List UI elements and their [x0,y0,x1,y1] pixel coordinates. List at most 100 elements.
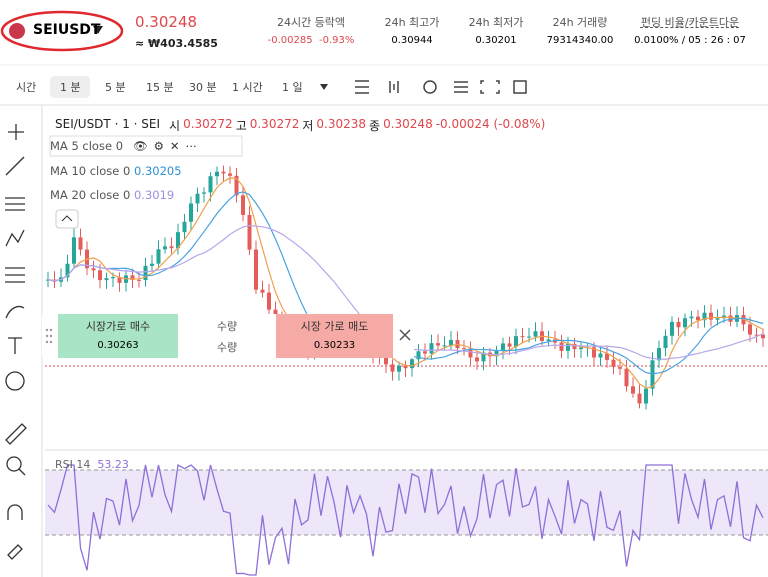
interval[interactable]: 30 분 [189,81,217,94]
interval[interactable]: 시간 [16,81,37,94]
qty-label: 수량 [216,320,238,333]
candle-body [566,343,570,351]
candle-body [176,232,180,249]
candle-body [559,342,564,351]
candle-body [202,192,206,194]
candle-body [182,221,187,233]
symbol[interactable]: SEIUSDT [33,22,101,38]
candle-body [644,388,648,404]
indicator-controls[interactable]: 👁⚙✕⋯ [133,139,204,153]
candle-body [78,237,83,250]
candle-body [618,367,622,369]
candles [46,165,765,410]
candle-body [254,249,258,290]
interval[interactable]: 5 분 [105,81,126,94]
candle-body [221,171,226,174]
indicator[interactable]: MA 5 close 0 👁⚙✕⋯ [50,139,203,153]
stat-value: -0.00285 [267,35,313,46]
interval[interactable]: 15 분 [146,81,174,94]
indicator[interactable]: MA 10 close 0 0.30205 [50,164,182,178]
candle-body [676,321,681,328]
indicator[interactable]: MA 20 close 0 0.3019 [50,188,174,202]
qty-input[interactable]: 수량 [216,341,238,354]
candle-body [241,195,245,215]
stat-value: 0.0100% / 05 : 26 : 07 [634,35,746,46]
candle-body [748,324,752,335]
stat-label: 24h 거래량 [552,16,608,29]
interval[interactable]: 1 분 [60,81,81,94]
candle-body [546,339,551,341]
candle-body [598,353,603,358]
candle-body [696,316,700,321]
candle-body [592,347,596,358]
candle-body [137,279,141,281]
candle-body [143,265,148,281]
candle-body [670,321,674,336]
candle-body [397,365,401,372]
interval-caret[interactable] [320,84,328,90]
interval[interactable]: 1 일 [282,81,303,94]
stat-value: 0.30944 [391,35,433,46]
candle-body [98,270,102,281]
ohlc-label: 고 [235,119,247,133]
sell-button[interactable] [276,314,393,358]
candle-body [533,331,538,337]
candle-body [72,237,76,264]
collapse-icon[interactable] [61,215,73,222]
candle-body [163,246,167,250]
candle-body [494,350,499,357]
sell-price[interactable]: 0.30233 [313,340,356,351]
ohlc-label: 저 [302,119,314,133]
indicator-value: 0.3019 [133,188,175,202]
candle-body [410,359,414,369]
candle-body [631,386,635,394]
candle-body [761,334,765,339]
indicator-value: 0.30205 [133,164,182,178]
candle-body [91,268,96,271]
sell-label[interactable]: 시장 가로 매도 [300,320,369,333]
toolbar-icons[interactable] [355,80,527,94]
candle-body [111,277,115,279]
candle-body [156,249,161,264]
candle-body [683,318,687,328]
buy-button[interactable] [58,314,178,358]
change: -0.00024 (-0.08%) [435,117,546,131]
candle-body [215,171,219,177]
candle-body [741,315,746,325]
ohlc-value: 0.30272 [183,117,233,131]
active-interval-bg [50,76,90,98]
candle-body [520,336,525,338]
drawing-tools[interactable] [5,124,27,560]
indicator-box [49,135,243,157]
candle-body [572,343,577,350]
buy-price[interactable]: 0.30263 [97,340,139,351]
price-krw: ≈ ₩403.4585 [135,37,218,50]
stat-value: 79314340.00 [546,35,614,46]
stat-label: 24h 최저가 [468,16,524,29]
interval[interactable]: 1 시간 [232,81,263,94]
drag-handle[interactable] [45,328,53,344]
candle-body [605,353,609,360]
stat-value: 0.30201 [475,35,517,46]
price: 0.30248 [135,13,198,31]
candle-body [507,343,512,347]
candle-body [442,345,447,347]
indicator-name: MA 5 close 0 [50,139,124,153]
candle-body [754,334,759,336]
buy-label[interactable]: 시장가로 매수 [85,320,151,333]
candle-body [637,393,642,404]
coin-logo [9,23,25,39]
candle-body [403,365,408,369]
close-icon[interactable] [399,329,411,341]
rsi-value: 53.23 [97,458,129,471]
candle-body [715,318,720,320]
indicator-name: MA 10 close 0 [50,164,131,178]
collapse-button[interactable] [55,209,79,229]
candle-body [195,193,200,204]
candle-body [169,246,174,249]
stat-label[interactable]: 펀딩 비율/카운트다운 [640,16,740,29]
dropdown-icon[interactable] [93,26,103,34]
candle-body [267,292,271,310]
